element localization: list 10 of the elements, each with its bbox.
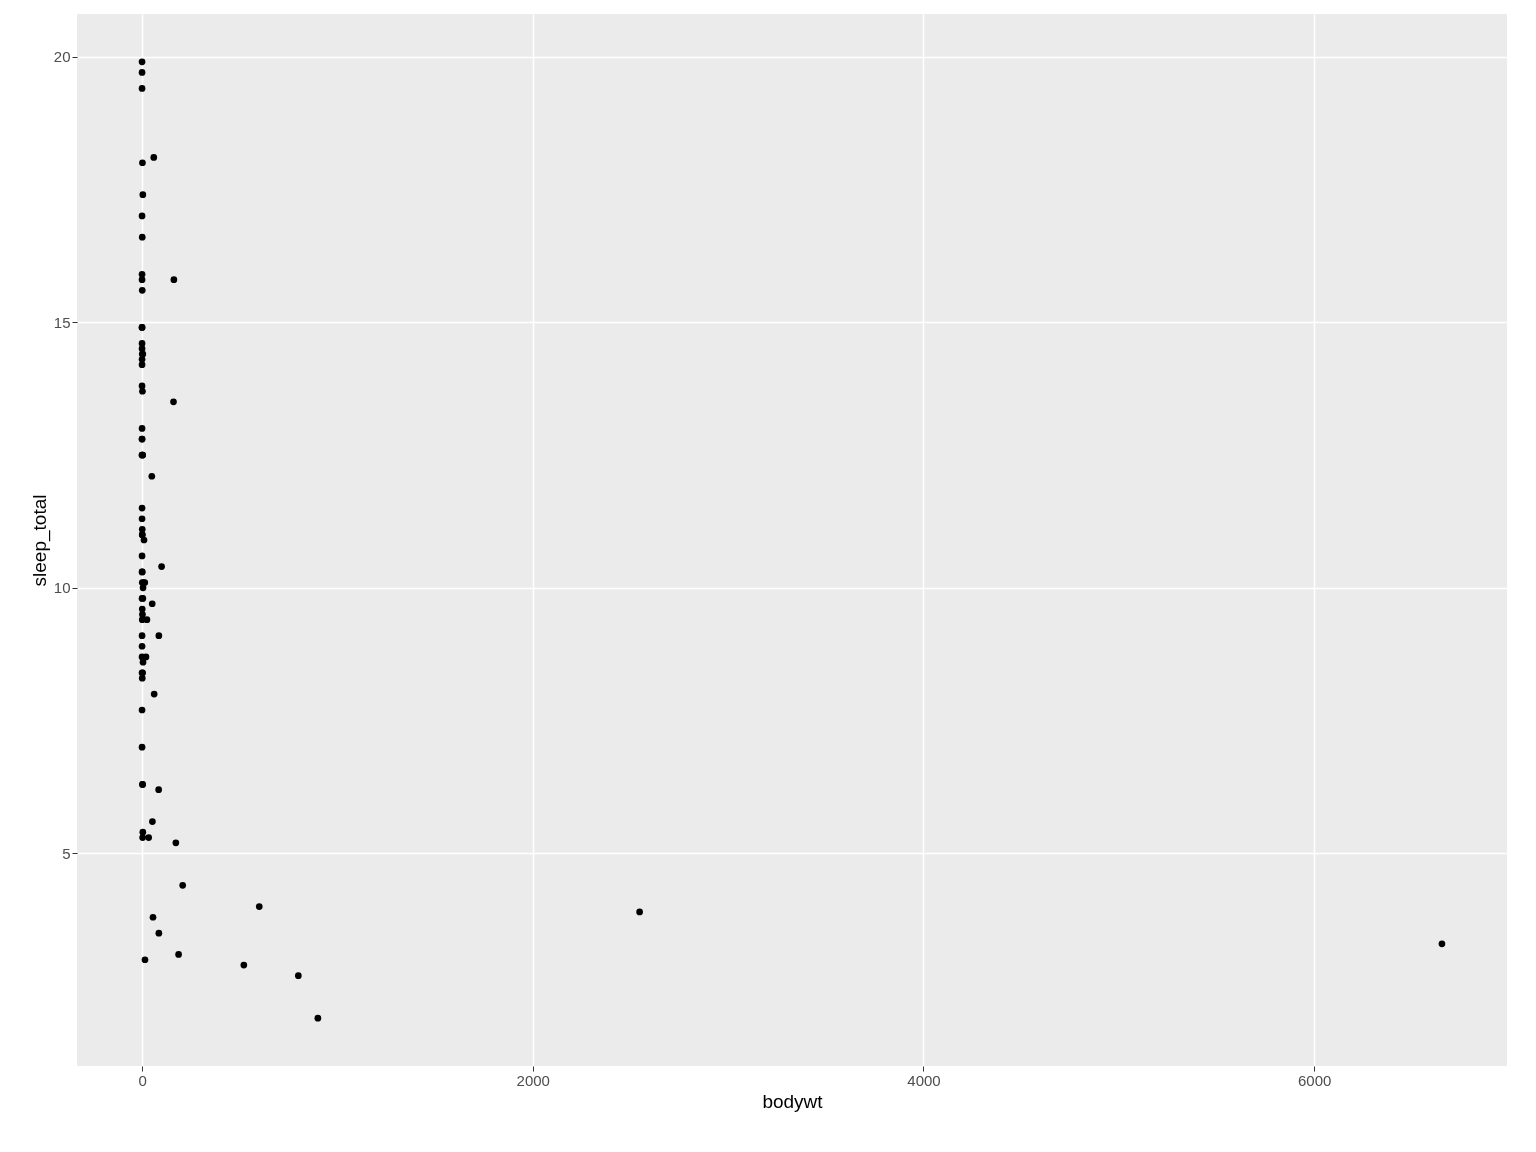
x-tick-label: 2000 (516, 1071, 550, 1089)
x-axis-title: bodywt (762, 1090, 824, 1112)
y-tick-label: 5 (62, 844, 71, 862)
x-tick-label: 4000 (907, 1071, 941, 1089)
x-tick-label: 6000 (1298, 1071, 1332, 1089)
y-tick-label: 15 (53, 313, 71, 331)
y-tick-label: 20 (53, 48, 71, 66)
y-tick-label: 10 (53, 579, 71, 597)
y-axis-title: sleep_total (28, 494, 51, 587)
x-tick-label: 0 (138, 1071, 147, 1089)
